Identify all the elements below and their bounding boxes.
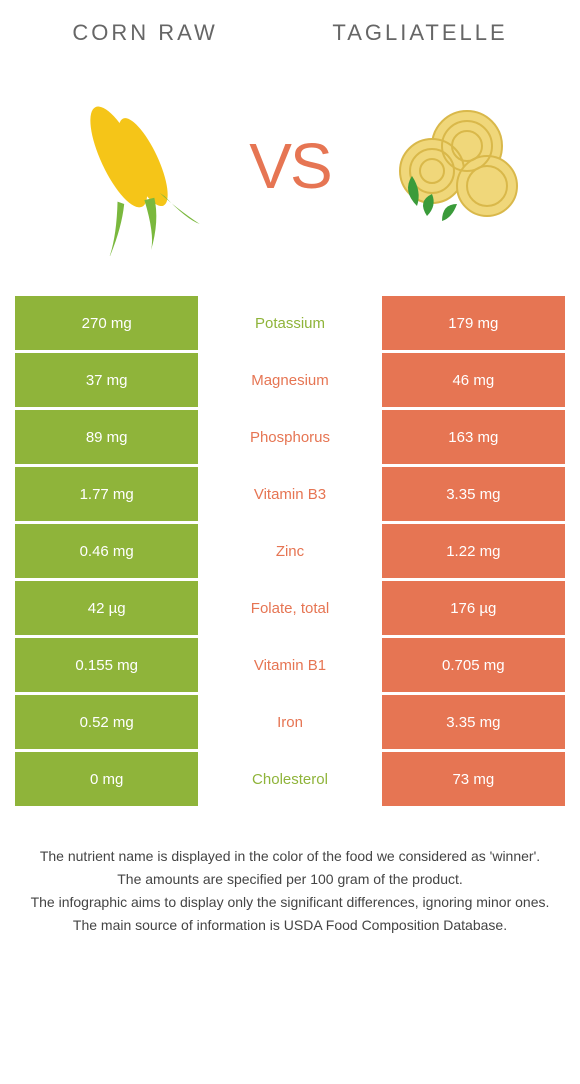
footer-line: The nutrient name is displayed in the co… (25, 846, 555, 867)
nutrient-name-cell: Magnesium (198, 353, 381, 407)
left-value-cell: 0 mg (15, 752, 198, 806)
nutrient-name-cell: Iron (198, 695, 381, 749)
nutrient-row: 42 µgFolate, total176 µg (15, 581, 565, 635)
left-value-cell: 0.46 mg (15, 524, 198, 578)
nutrient-name-cell: Potassium (198, 296, 381, 350)
left-value-cell: 0.155 mg (15, 638, 198, 692)
left-value-cell: 37 mg (15, 353, 198, 407)
nutrient-row: 0.155 mgVitamin B10.705 mg (15, 638, 565, 692)
left-value-cell: 42 µg (15, 581, 198, 635)
nutrient-name-cell: Folate, total (198, 581, 381, 635)
right-food-title: TAGLIATELLE (332, 20, 507, 46)
nutrient-name-cell: Zinc (198, 524, 381, 578)
right-value-cell: 46 mg (382, 353, 565, 407)
footer-notes: The nutrient name is displayed in the co… (15, 846, 565, 936)
nutrient-row: 1.77 mgVitamin B33.35 mg (15, 467, 565, 521)
images-row: VS (15, 56, 565, 276)
nutrient-row: 89 mgPhosphorus163 mg (15, 410, 565, 464)
footer-line: The amounts are specified per 100 gram o… (25, 869, 555, 890)
header: CORN RAW TAGLIATELLE (15, 20, 565, 46)
nutrient-name-cell: Cholesterol (198, 752, 381, 806)
nutrient-row: 0.46 mgZinc1.22 mg (15, 524, 565, 578)
right-value-cell: 1.22 mg (382, 524, 565, 578)
nutrient-name-cell: Vitamin B1 (198, 638, 381, 692)
left-value-cell: 1.77 mg (15, 467, 198, 521)
nutrient-table: 270 mgPotassium179 mg37 mgMagnesium46 mg… (15, 296, 565, 806)
right-value-cell: 176 µg (382, 581, 565, 635)
left-value-cell: 0.52 mg (15, 695, 198, 749)
left-value-cell: 89 mg (15, 410, 198, 464)
right-value-cell: 73 mg (382, 752, 565, 806)
right-value-cell: 0.705 mg (382, 638, 565, 692)
left-value-cell: 270 mg (15, 296, 198, 350)
right-value-cell: 3.35 mg (382, 695, 565, 749)
left-food-title: CORN RAW (72, 20, 217, 46)
nutrient-name-cell: Vitamin B3 (198, 467, 381, 521)
right-value-cell: 3.35 mg (382, 467, 565, 521)
footer-line: The infographic aims to display only the… (25, 892, 555, 913)
vs-label: VS (249, 129, 330, 203)
nutrient-name-cell: Phosphorus (198, 410, 381, 464)
nutrient-row: 270 mgPotassium179 mg (15, 296, 565, 350)
footer-line: The main source of information is USDA F… (25, 915, 555, 936)
nutrient-row: 37 mgMagnesium46 mg (15, 353, 565, 407)
nutrient-row: 0 mgCholesterol73 mg (15, 752, 565, 806)
pasta-image (367, 76, 547, 256)
nutrient-row: 0.52 mgIron3.35 mg (15, 695, 565, 749)
right-value-cell: 163 mg (382, 410, 565, 464)
right-value-cell: 179 mg (382, 296, 565, 350)
corn-image (33, 76, 213, 256)
